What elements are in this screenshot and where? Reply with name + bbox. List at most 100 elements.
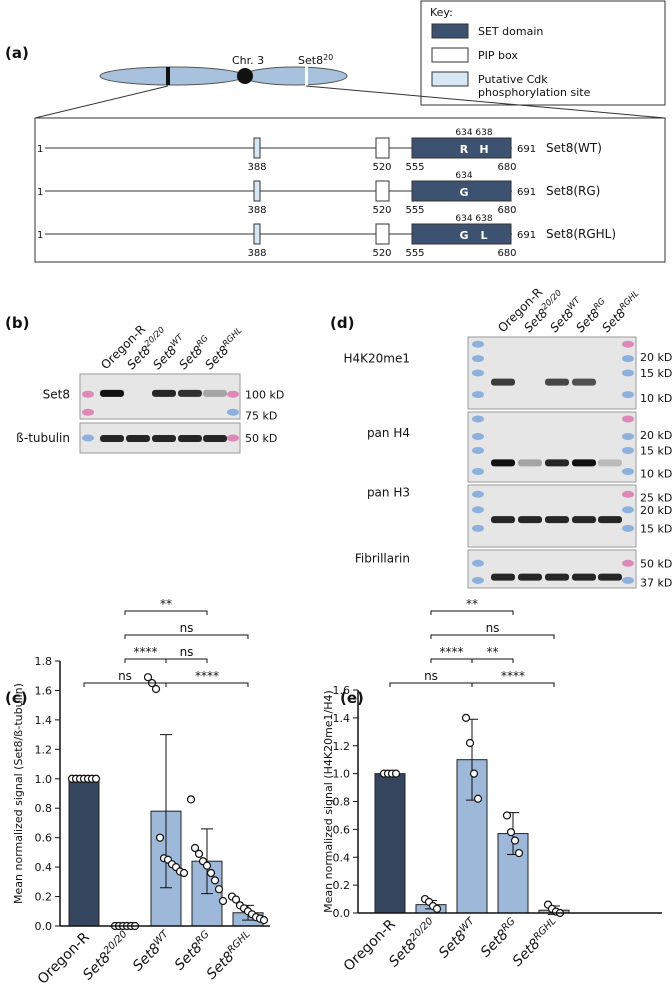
- protein-band: [572, 573, 596, 581]
- y-tick-label: 0.8: [333, 796, 351, 809]
- panel-label: (c): [5, 689, 28, 707]
- lane-superscript: RGHL: [220, 325, 244, 349]
- position-label: 520: [372, 248, 391, 259]
- x-tick-label: Set8WT: [129, 928, 176, 975]
- y-tick-label: 0.4: [333, 851, 351, 864]
- pip-box: [375, 223, 390, 245]
- panel-label: (a): [5, 44, 29, 62]
- y-tick-label: 0.2: [333, 879, 351, 892]
- data-point: [206, 868, 216, 878]
- position-label: 555: [405, 205, 424, 216]
- significance-label: ns: [424, 669, 438, 683]
- key-swatch: [431, 23, 469, 39]
- x-tick-label: Set8WT: [435, 915, 482, 962]
- ladder-band: [622, 355, 634, 363]
- protein-band: [545, 516, 569, 524]
- data-point: [510, 836, 520, 845]
- ladder-band: [472, 524, 484, 532]
- position-label: 680: [497, 248, 516, 259]
- protein-band: [545, 378, 569, 386]
- y-tick-label: 0.0: [333, 907, 351, 920]
- data-point: [473, 794, 483, 803]
- lane-superscript: 20/20: [101, 928, 129, 956]
- data-point: [465, 738, 475, 748]
- protein-band: [178, 389, 202, 397]
- data-point: [259, 916, 269, 925]
- ladder-band: [622, 433, 634, 440]
- protein-band: [203, 389, 227, 397]
- protein-band: [491, 459, 515, 467]
- key-label: phosphorylation site: [478, 86, 591, 99]
- ladder-band: [622, 369, 634, 377]
- lane-superscript: RGHL: [531, 915, 558, 942]
- data-point: [210, 876, 220, 885]
- data-point: [143, 673, 153, 682]
- position-label: 520: [372, 162, 391, 173]
- size-marker: 50 kD: [640, 557, 672, 570]
- position-label: 520: [372, 205, 391, 216]
- ladder-band: [472, 490, 484, 498]
- residue-letter: G: [459, 186, 468, 199]
- residue-position: 638: [475, 214, 492, 224]
- ladder-band: [472, 369, 484, 377]
- protein-band: [518, 459, 542, 467]
- construct-name: Set8(RGHL): [546, 227, 616, 241]
- significance-label: ****: [134, 645, 158, 659]
- size-marker: 10 kD: [640, 468, 672, 481]
- ladder-band: [472, 576, 484, 584]
- residue-position: 634: [455, 214, 472, 224]
- residue-letter: H: [479, 143, 488, 156]
- protein-band: [100, 389, 124, 397]
- protein-band: [572, 378, 596, 386]
- y-tick-label: 1.6: [35, 684, 53, 697]
- significance-label: **: [160, 597, 172, 611]
- protein-band: [152, 435, 176, 442]
- ladder-band: [472, 468, 484, 475]
- residue-position: 634: [455, 171, 472, 181]
- ladder-band: [622, 391, 634, 399]
- ladder-band: [82, 408, 94, 416]
- blot-row-label: H4K20me1: [343, 352, 410, 366]
- ladder-band: [622, 415, 634, 423]
- data-point: [514, 848, 524, 858]
- data-point: [461, 713, 471, 722]
- significance-bracket: [165, 682, 249, 687]
- protein-band: [100, 435, 124, 442]
- significance-label: ****: [501, 669, 525, 683]
- allele-label: Set820: [298, 53, 333, 68]
- data-point: [214, 885, 224, 894]
- y-tick-label: 0.0: [35, 920, 53, 933]
- locus-band: [166, 67, 170, 85]
- protein-band: [598, 573, 622, 581]
- ladder-band: [472, 559, 484, 567]
- set-domain: [411, 180, 512, 202]
- blot-membrane: [467, 411, 637, 483]
- construct-name: Set8(RG): [546, 184, 600, 198]
- ladder-band: [472, 355, 484, 363]
- significance-bracket: [430, 634, 555, 639]
- protein-band: [178, 435, 202, 442]
- zoom-line: [34, 85, 169, 119]
- size-marker: 15 kD: [640, 522, 672, 535]
- end-label: 691: [517, 187, 536, 198]
- position-label: 388: [247, 162, 266, 173]
- y-tick-label: 1.0: [333, 768, 351, 781]
- significance-bracket: [124, 658, 167, 663]
- ladder-band: [472, 506, 484, 514]
- data-point: [190, 843, 200, 853]
- key-label: SET domain: [478, 25, 543, 38]
- blot-row-label: ß-tubulin: [16, 431, 70, 445]
- ladder-band: [622, 559, 634, 567]
- chromosome-name: Chr. 3: [232, 54, 264, 67]
- data-point: [202, 861, 212, 870]
- data-point: [231, 895, 241, 904]
- key-title: Key:: [430, 6, 453, 19]
- data-point: [432, 904, 442, 913]
- significance-bracket: [430, 610, 514, 615]
- x-tick-label: Oregon-R: [341, 916, 399, 974]
- start-label: 1: [37, 144, 43, 155]
- protein-band: [545, 459, 569, 467]
- blot-membrane: [467, 484, 637, 548]
- blot-membrane: [467, 336, 637, 410]
- ladder-band: [622, 524, 634, 532]
